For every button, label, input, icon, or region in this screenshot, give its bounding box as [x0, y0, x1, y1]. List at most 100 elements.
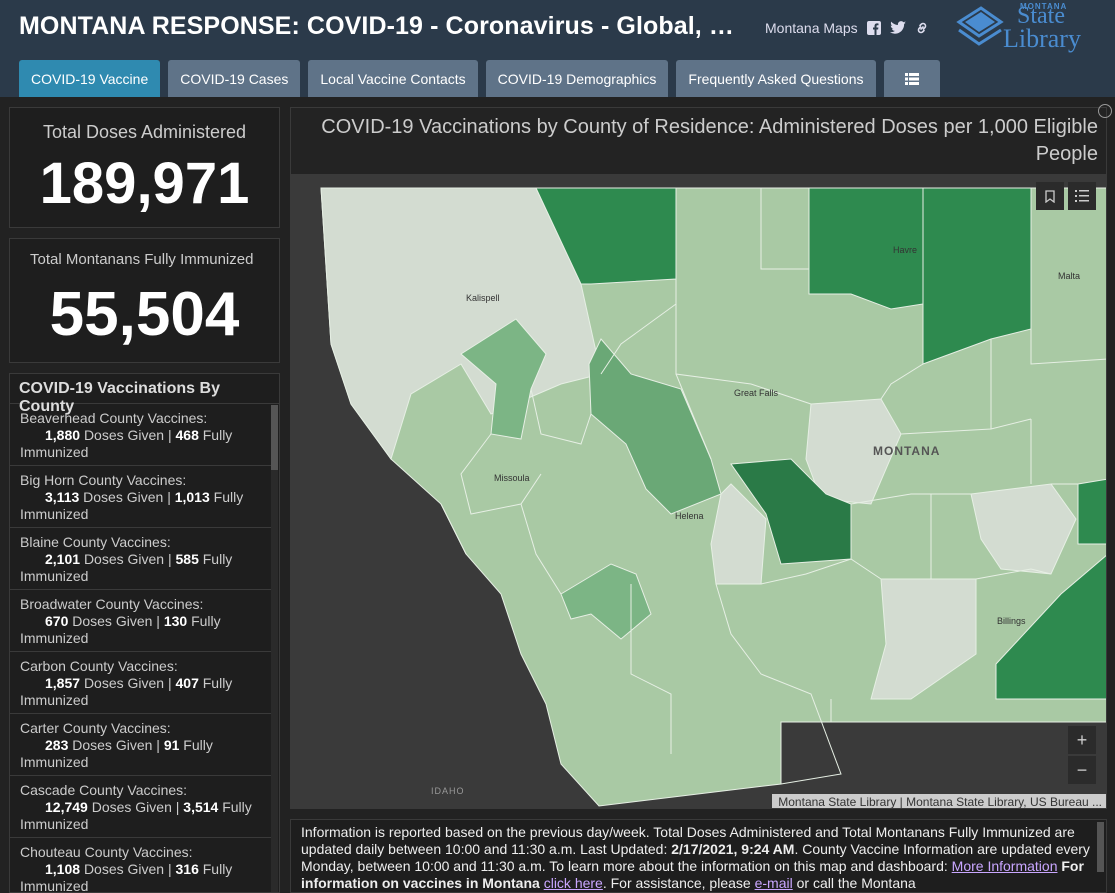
county-name: Carter County Vaccines: [20, 720, 171, 736]
county-list-item[interactable]: Carbon County Vaccines: 1,857 Doses Given… [10, 652, 273, 714]
tab-covid-cases[interactable]: COVID-19 Cases [168, 60, 301, 97]
label-billings: Billings [997, 616, 1026, 626]
tab-covid-demographics[interactable]: COVID-19 Demographics [485, 60, 669, 97]
state-library-logo[interactable]: MONTANA State Library [955, 2, 1100, 54]
legend-button[interactable] [1068, 182, 1096, 210]
email-link[interactable]: e-mail [754, 875, 793, 891]
fully-immunized-value: 55,504 [49, 280, 240, 349]
click-here-link[interactable]: click here [543, 875, 603, 891]
logo-text-state: State [1017, 3, 1065, 29]
label-great-falls: Great Falls [734, 388, 779, 398]
list-menu-icon [904, 72, 919, 85]
doses-given-label: Doses Given | [83, 675, 172, 691]
county-list-item[interactable]: Cascade County Vaccines: 12,749 Doses Giv… [10, 776, 273, 838]
doses-given-value: 1,108 [45, 861, 81, 877]
county-name: Carbon County Vaccines: [20, 658, 178, 674]
map-attribution[interactable]: Montana State Library | Montana State Li… [772, 794, 1106, 808]
map-view[interactable]: Kalispell Havre Malta Great Falls MONTAN… [291, 174, 1107, 809]
county-list-item[interactable]: Chouteau County Vaccines: 1,108 Doses Giv… [10, 838, 273, 892]
county-vaccinations-list: COVID-19 Vaccinations By County Beaverhe… [9, 373, 280, 893]
county-stats: 12,749 Doses Given | 3,514 Fully [20, 799, 263, 816]
app-header: MONTANA RESPONSE: COVID-19 - Coronavirus… [0, 0, 1115, 97]
doses-given-value: 2,101 [45, 551, 81, 567]
info-text-1: Information is reported based on the pre… [301, 824, 1075, 857]
county-list-item[interactable]: Carter County Vaccines: 283 Doses Given |… [10, 714, 273, 776]
label-malta: Malta [1058, 271, 1080, 281]
zoom-in-button[interactable]: + [1068, 726, 1096, 754]
legend-list-icon [1075, 190, 1089, 202]
facebook-icon[interactable] [866, 20, 882, 36]
county-list-item[interactable]: Big Horn County Vaccines: 3,113 Doses Giv… [10, 466, 273, 528]
county-stats: 2,101 Doses Given | 585 Fully [20, 551, 263, 568]
immunized-label: Immunized [20, 506, 89, 522]
fully-immunized-count: 407 [175, 675, 199, 691]
expand-icon[interactable] [1098, 104, 1112, 118]
bookmark-icon [1045, 189, 1055, 203]
fully-immunized-count: 91 [163, 737, 180, 753]
more-information-link[interactable]: More Information [951, 858, 1058, 874]
county-name: Big Horn County Vaccines: [20, 472, 187, 488]
total-doses-panel: Total Doses Administered 189,971 [9, 107, 280, 228]
county-name: Chouteau County Vaccines: [20, 844, 193, 860]
header-links: Montana Maps [765, 20, 930, 36]
tab-covid-vaccine[interactable]: COVID-19 Vaccine [19, 60, 161, 97]
county-list-items: Beaverhead County Vaccines: 1,880 Doses G… [10, 404, 279, 892]
county-list-item[interactable]: Broadwater County Vaccines: 670 Doses Giv… [10, 590, 273, 652]
doses-given-label: Doses Given | [83, 551, 172, 567]
county-map[interactable]: Kalispell Havre Malta Great Falls MONTAN… [291, 174, 1107, 809]
doses-given-value: 283 [45, 737, 69, 753]
info-scrollbar[interactable] [1097, 822, 1104, 872]
doses-given-value: 12,749 [45, 799, 88, 815]
doses-given-label: Doses Given | [83, 489, 171, 505]
tab-faq[interactable]: Frequently Asked Questions [676, 60, 876, 97]
total-doses-value: 189,971 [39, 151, 250, 216]
logo-text-small: MONTANA [1020, 2, 1068, 11]
county-name: Blaine County Vaccines: [20, 534, 171, 550]
immunized-label: Immunized [20, 816, 89, 832]
fully-immunized-count: 130 [163, 613, 188, 629]
county-list-item[interactable]: Blaine County Vaccines: 2,101 Doses Given… [10, 528, 273, 590]
immunized-label: Immunized [20, 630, 89, 646]
montana-maps-link[interactable]: Montana Maps [765, 20, 858, 36]
page-title: MONTANA RESPONSE: COVID-19 - Coronavirus… [19, 12, 749, 40]
county-name: Beaverhead County Vaccines: [20, 410, 208, 426]
fully-immunized-count: 585 [175, 551, 199, 567]
doses-given-value: 1,857 [45, 675, 81, 691]
county-list-item[interactable]: Beaverhead County Vaccines: 1,880 Doses G… [10, 404, 273, 466]
doses-given-label: Doses Given | [91, 799, 180, 815]
info-text-4: . For assistance, please [602, 875, 755, 891]
county-name: Cascade County Vaccines: [20, 782, 188, 798]
tab-more-menu[interactable] [883, 60, 940, 97]
county-list-scrollbar[interactable] [271, 405, 278, 892]
logo-text-library: Library [1003, 24, 1081, 53]
link-icon[interactable] [914, 20, 930, 36]
fully-label: Fully [202, 675, 233, 691]
info-last-updated: 2/17/2021, 9:24 AM [671, 841, 795, 857]
doses-given-label: Doses Given | [83, 427, 172, 443]
bookmark-button[interactable] [1036, 182, 1064, 210]
doses-given-label: Doses Given | [83, 861, 172, 877]
immunized-label: Immunized [20, 444, 89, 460]
scrollbar-thumb[interactable] [271, 405, 278, 470]
immunized-label: Immunized [20, 754, 89, 770]
label-havre: Havre [893, 245, 917, 255]
fully-immunized-count: 468 [175, 427, 199, 443]
doses-given-value: 1,880 [45, 427, 81, 443]
zoom-out-button[interactable]: − [1068, 756, 1096, 784]
fully-label: Fully [202, 551, 233, 567]
info-text-2: . County Vaccine Information are updated… [301, 841, 1090, 874]
total-doses-title: Total Doses Administered [42, 122, 247, 142]
tab-local-vaccine-contacts[interactable]: Local Vaccine Contacts [308, 60, 478, 97]
fully-immunized-title: Total Montanans Fully Immunized [30, 251, 254, 268]
info-panel: Information is reported based on the pre… [290, 819, 1107, 893]
fully-immunized-count: 1,013 [174, 489, 210, 505]
doses-given-value: 3,113 [45, 489, 80, 505]
county-stats: 283 Doses Given | 91 Fully [20, 737, 263, 754]
twitter-icon[interactable] [889, 20, 906, 36]
subtitle-strip [19, 44, 279, 50]
label-idaho: IDAHO [431, 786, 465, 796]
info-text-5: or call the Montana [792, 875, 916, 891]
county-stats: 670 Doses Given | 130 Fully [20, 613, 263, 630]
fully-label: Fully [183, 737, 213, 753]
county-stats: 1,880 Doses Given | 468 Fully [20, 427, 263, 444]
